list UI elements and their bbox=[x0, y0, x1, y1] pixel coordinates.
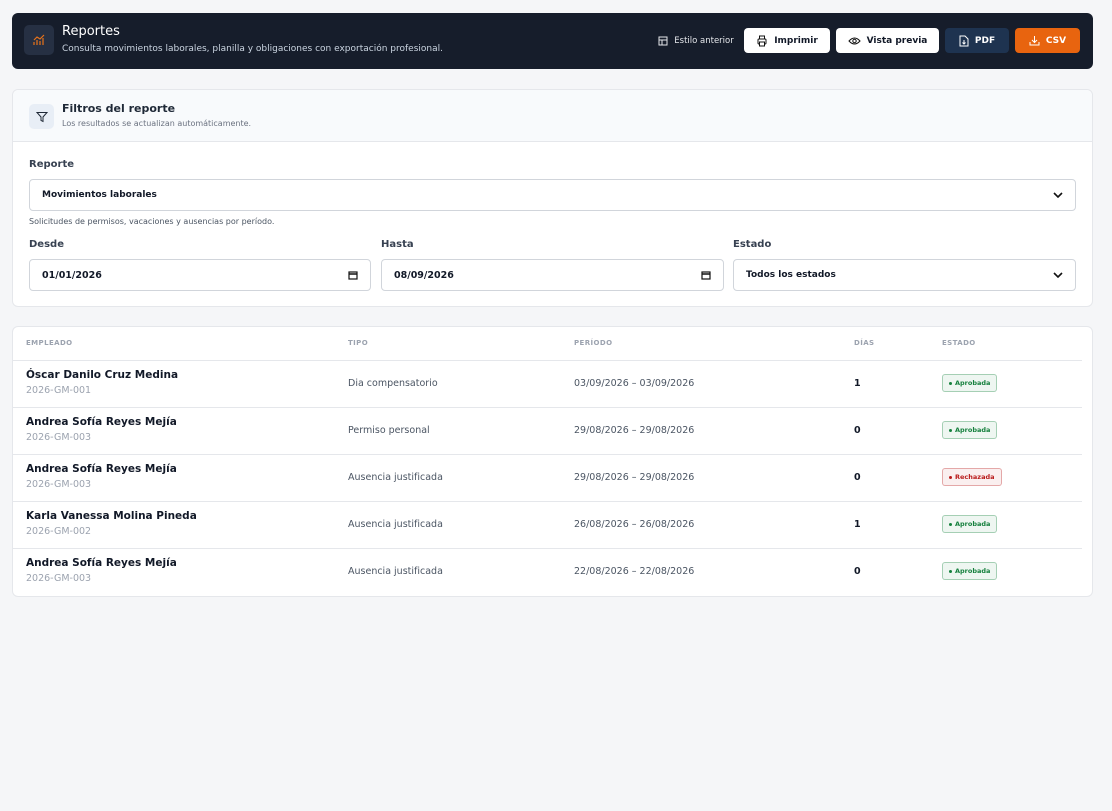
calendar-icon bbox=[701, 271, 711, 280]
button-label: Estilo anterior bbox=[674, 35, 734, 46]
status-dot bbox=[949, 569, 952, 573]
print-button[interactable]: Imprimir bbox=[744, 28, 830, 53]
status-dot bbox=[949, 522, 952, 526]
input-value: 08/09/2026 bbox=[394, 269, 454, 281]
leave-type: Permiso personal bbox=[348, 425, 430, 436]
button-label: PDF bbox=[974, 35, 996, 46]
table-row[interactable]: Óscar Danilo Cruz Medina 2026-GM-001 Dia c… bbox=[13, 360, 1082, 407]
employee-name: Andrea Sofía Reyes Mejía bbox=[26, 557, 177, 569]
to-label: Hasta bbox=[381, 239, 414, 250]
chevron bbox=[1053, 192, 1063, 198]
status-text: Aprobada bbox=[955, 567, 991, 575]
filter-icon bbox=[29, 104, 54, 129]
icon bbox=[847, 37, 861, 44]
leave-type: Ausencia justificada bbox=[348, 519, 443, 530]
filters-title: Filtros del reporte bbox=[62, 102, 176, 115]
report-hint: Solicitudes de permisos, vacaciones y au… bbox=[29, 217, 275, 226]
status-badge: Aprobada bbox=[942, 515, 998, 533]
status-dot bbox=[949, 475, 952, 479]
days: 1 bbox=[854, 378, 861, 389]
preview-button[interactable]: Vista previa bbox=[836, 28, 939, 53]
status-select[interactable]: Todos los estados bbox=[733, 259, 1076, 291]
leave-type: Dia compensatorio bbox=[348, 378, 438, 389]
select-value: Movimientos laborales bbox=[42, 190, 157, 200]
period: 29/08/2026 – 29/08/2026 bbox=[574, 472, 695, 483]
status-dot bbox=[949, 381, 952, 385]
icon bbox=[959, 35, 969, 46]
icon bbox=[757, 35, 767, 46]
button-label: CSV bbox=[1045, 35, 1067, 46]
status-badge: Aprobada bbox=[942, 421, 998, 439]
icon bbox=[33, 34, 45, 45]
legacy-style-button[interactable]: Estilo anterior bbox=[656, 28, 736, 53]
table-row[interactable]: Karla Vanessa Molina Pineda 2026-GM-002 Au… bbox=[13, 501, 1082, 548]
period: 26/08/2026 – 26/08/2026 bbox=[574, 519, 695, 530]
employee-name: Óscar Danilo Cruz Medina bbox=[26, 369, 179, 381]
status-text: Aprobada bbox=[955, 379, 991, 387]
report-label: Reporte bbox=[29, 159, 75, 170]
column-header: ESTADO bbox=[942, 339, 976, 347]
button-label: Imprimir bbox=[774, 35, 818, 46]
employee-name: Andrea Sofía Reyes Mejía bbox=[26, 463, 177, 475]
report-select[interactable]: Movimientos laborales bbox=[29, 179, 1076, 211]
select-value: Todos los estados bbox=[746, 270, 836, 280]
filters-subtitle: Los resultados se actualizan automáticam… bbox=[62, 119, 252, 128]
employee-name: Andrea Sofía Reyes Mejía bbox=[26, 416, 177, 428]
employee-code: 2026-GM-003 bbox=[26, 432, 92, 443]
status-text: Aprobada bbox=[955, 520, 991, 528]
employee-code: 2026-GM-002 bbox=[26, 526, 92, 537]
status-badge: Rechazada bbox=[942, 468, 1002, 486]
to-date-input[interactable]: 08/09/2026 bbox=[381, 259, 724, 291]
period: 03/09/2026 – 03/09/2026 bbox=[574, 378, 695, 389]
employee-code: 2026-GM-003 bbox=[26, 573, 92, 584]
csv-button[interactable]: CSV bbox=[1015, 28, 1080, 53]
employee-code: 2026-GM-001 bbox=[26, 385, 92, 396]
status-badge: Aprobada bbox=[942, 374, 998, 392]
column-header: EMPLEADO bbox=[26, 339, 73, 347]
icon bbox=[1029, 36, 1040, 46]
employee-code: 2026-GM-003 bbox=[26, 479, 92, 490]
results-table: EMPLEADO TIPO PERÍODO DÍAS ESTADO Óscar Danil… bbox=[12, 326, 1093, 597]
leave-type: Ausencia justificada bbox=[348, 472, 443, 483]
column-header: DÍAS bbox=[854, 339, 875, 347]
period: 29/08/2026 – 29/08/2026 bbox=[574, 425, 695, 436]
status-dot bbox=[949, 428, 952, 432]
days: 0 bbox=[854, 566, 861, 577]
input-value: 01/01/2026 bbox=[42, 269, 102, 281]
status-label: Estado bbox=[733, 239, 772, 250]
button-label: Vista previa bbox=[866, 35, 928, 46]
table-row[interactable]: Andrea Sofía Reyes Mejía 2026-GM-003 Ausen… bbox=[13, 548, 1082, 595]
period: 22/08/2026 – 22/08/2026 bbox=[574, 566, 695, 577]
days: 0 bbox=[854, 472, 861, 483]
page-title: Reportes bbox=[62, 24, 120, 39]
column-header: PERÍODO bbox=[574, 339, 613, 347]
status-text: Rechazada bbox=[955, 473, 995, 481]
leave-type: Ausencia justificada bbox=[348, 566, 443, 577]
table-row[interactable]: Andrea Sofía Reyes Mejía 2026-GM-003 Ausen… bbox=[13, 454, 1082, 501]
header-bar: Reportes Consulta movimientos laborales,… bbox=[12, 13, 1093, 69]
icon bbox=[658, 36, 668, 45]
page-subtitle: Consulta movimientos laborales, planilla… bbox=[62, 44, 443, 54]
status-badge: Aprobada bbox=[942, 562, 998, 580]
filters-card: Filtros del reporte Los resultados se ac… bbox=[12, 89, 1093, 307]
app-icon bbox=[24, 25, 54, 55]
days: 1 bbox=[854, 519, 861, 530]
icon bbox=[35, 111, 48, 122]
days: 0 bbox=[854, 425, 861, 436]
column-header: TIPO bbox=[348, 339, 369, 347]
from-date-input[interactable]: 01/01/2026 bbox=[29, 259, 371, 291]
status-text: Aprobada bbox=[955, 426, 991, 434]
pdf-button[interactable]: PDF bbox=[945, 28, 1009, 53]
from-label: Desde bbox=[29, 239, 64, 250]
employee-name: Karla Vanessa Molina Pineda bbox=[26, 510, 197, 522]
calendar-icon bbox=[348, 271, 358, 280]
table-row[interactable]: Andrea Sofía Reyes Mejía 2026-GM-003 Permi… bbox=[13, 407, 1082, 454]
filters-header bbox=[13, 90, 1092, 142]
chevron bbox=[1053, 272, 1063, 278]
